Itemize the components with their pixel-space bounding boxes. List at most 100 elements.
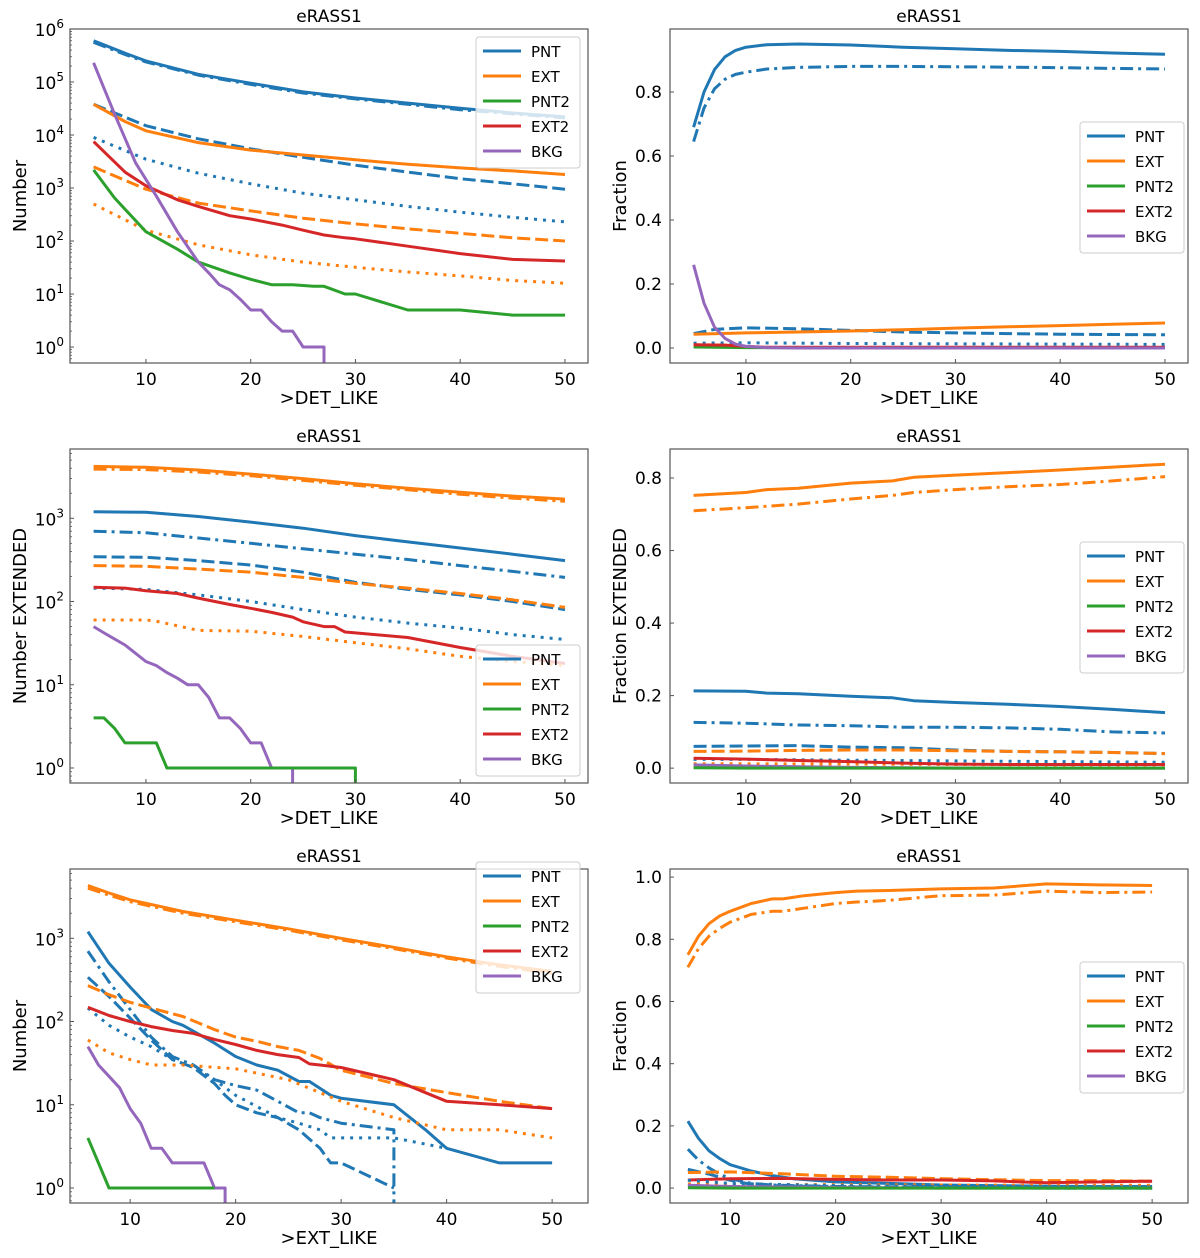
legend-label: PNT	[1135, 968, 1165, 986]
y-tick-label: 103	[35, 176, 64, 200]
legend-label: EXT2	[1135, 1043, 1173, 1061]
y-tick-label: 0.6	[635, 147, 662, 167]
y-tick-label: 100	[35, 335, 64, 359]
x-tick-label: 50	[1154, 370, 1176, 390]
legend-label: PNT2	[1135, 1018, 1174, 1036]
y-tick-label: 101	[35, 1093, 64, 1117]
series-line-pnt-dashdot	[692, 64, 1166, 143]
chart-panel-p5: 10 20 30 40 50 100 101 102 103 eRASS1 >EXT_LIKE Num…	[10, 847, 589, 1249]
y-tick-label: 101	[35, 282, 64, 306]
series-line-ext-dashed	[93, 165, 566, 243]
x-axis-label: >DET_LIKE	[280, 388, 379, 409]
chart-title: eRASS1	[296, 427, 362, 447]
series-group	[86, 884, 553, 1203]
y-tick-label: 1.0	[635, 868, 662, 888]
legend-label: EXT	[1135, 993, 1164, 1011]
legend-label: PNT	[1135, 548, 1165, 566]
series-line-pnt-dotted	[693, 757, 1166, 764]
x-axis-label: >DET_LIKE	[880, 808, 979, 829]
series-line-pnt-dotted	[93, 136, 566, 224]
y-tick-label: 0.2	[635, 1117, 662, 1137]
x-tick-label: 40	[1049, 370, 1071, 390]
series-line-ext-dotted	[92, 202, 566, 285]
x-tick-label: 30	[345, 790, 367, 810]
legend-label: PNT	[531, 868, 561, 886]
y-axis-label: Fraction	[610, 1000, 631, 1072]
axes-frame	[669, 448, 1189, 784]
series-group	[92, 464, 566, 783]
legend-label: PNT	[531, 43, 561, 61]
axes-frame	[69, 868, 589, 1204]
series-line-bkg	[92, 625, 295, 783]
x-tick-label: 50	[554, 370, 576, 390]
series-line-ext	[92, 102, 566, 176]
x-tick-label: 20	[825, 1210, 847, 1230]
legend-label: BKG	[1135, 1068, 1167, 1086]
series-line-ext	[686, 882, 1153, 956]
y-tick-label: 101	[35, 673, 64, 697]
y-tick-label: 103	[35, 506, 64, 530]
chart-title: eRASS1	[296, 847, 362, 867]
x-tick-label: 40	[1049, 790, 1071, 810]
x-tick-label: 20	[840, 790, 862, 810]
series-line-pnt	[686, 1120, 1153, 1188]
y-axis-label: Fraction EXTENDED	[610, 528, 631, 704]
x-tick-label: 40	[1036, 1210, 1058, 1230]
legend-box	[475, 861, 581, 994]
series-line-ext	[93, 464, 566, 501]
series-line-ext-dashed	[93, 564, 566, 609]
legend-label: EXT2	[531, 726, 569, 744]
x-tick-label: 10	[735, 370, 757, 390]
legend-label: PNT2	[1135, 178, 1174, 196]
series-line-ext	[693, 462, 1166, 497]
chart-title: eRASS1	[896, 7, 962, 27]
legend: PNT EXT PNT2 EXT2 BKG	[475, 644, 581, 777]
y-tick-label: 0.4	[635, 211, 662, 231]
series-line-pnt-dashed	[693, 326, 1166, 337]
x-tick-label: 10	[719, 1210, 741, 1230]
series-line-pnt-dotted	[687, 1178, 1153, 1189]
x-tick-label: 20	[240, 370, 262, 390]
series-line-pnt-dashdot	[693, 720, 1166, 735]
series-group	[693, 462, 1166, 770]
legend-box	[475, 36, 581, 169]
legend: PNT EXT PNT2 EXT2 BKG	[1079, 121, 1185, 254]
y-axis-label: Fraction	[610, 160, 631, 232]
series-line-ext-dashed	[687, 1170, 1153, 1183]
legend-label: EXT2	[1135, 203, 1173, 221]
legend-label: BKG	[1135, 648, 1167, 666]
series-line-ext-dashdot	[693, 475, 1166, 513]
legend-label: EXT	[1135, 153, 1164, 171]
series-line-ext-dashdot	[87, 886, 553, 975]
x-tick-label: 10	[119, 1210, 141, 1230]
y-tick-label: 0.0	[635, 759, 662, 779]
legend-label: BKG	[531, 143, 563, 161]
chart-panel-p4: 10 20 30 40 50 0.0 0.2 0.4 0.6 0.8 eRASS1 >DET_LIKE…	[610, 427, 1189, 829]
series-line-pnt-dotted	[693, 341, 1166, 346]
series-line-pnt	[86, 930, 553, 1165]
legend-box	[1079, 541, 1185, 674]
axes-frame	[69, 448, 589, 784]
series-line-ext2	[687, 1176, 1153, 1185]
series-line-ext-dashdot	[686, 889, 1153, 969]
legend-label: EXT	[531, 676, 560, 694]
x-tick-label: 20	[240, 790, 262, 810]
series-line-pnt	[693, 689, 1166, 715]
series-group	[92, 39, 566, 363]
legend-label: EXT	[531, 893, 560, 911]
series-line-ext-dashdot	[93, 467, 566, 503]
x-tick-label: 30	[930, 1210, 952, 1230]
series-line-pnt-dotted	[93, 586, 566, 641]
x-axis-label: >EXT_LIKE	[881, 1228, 978, 1249]
legend: PNT EXT PNT2 EXT2 BKG	[1079, 541, 1185, 674]
legend: PNT EXT PNT2 EXT2 BKG	[1079, 961, 1185, 1094]
legend-label: EXT2	[1135, 623, 1173, 641]
y-axis-label: Number	[10, 159, 31, 232]
legend: PNT EXT PNT2 EXT2 BKG	[475, 36, 581, 169]
axes-frame	[669, 868, 1189, 1204]
x-tick-label: 10	[135, 370, 157, 390]
series-line-ext2	[93, 585, 566, 665]
y-tick-label: 102	[35, 590, 64, 614]
axes-frame	[669, 28, 1189, 364]
y-tick-label: 0.4	[635, 614, 662, 634]
